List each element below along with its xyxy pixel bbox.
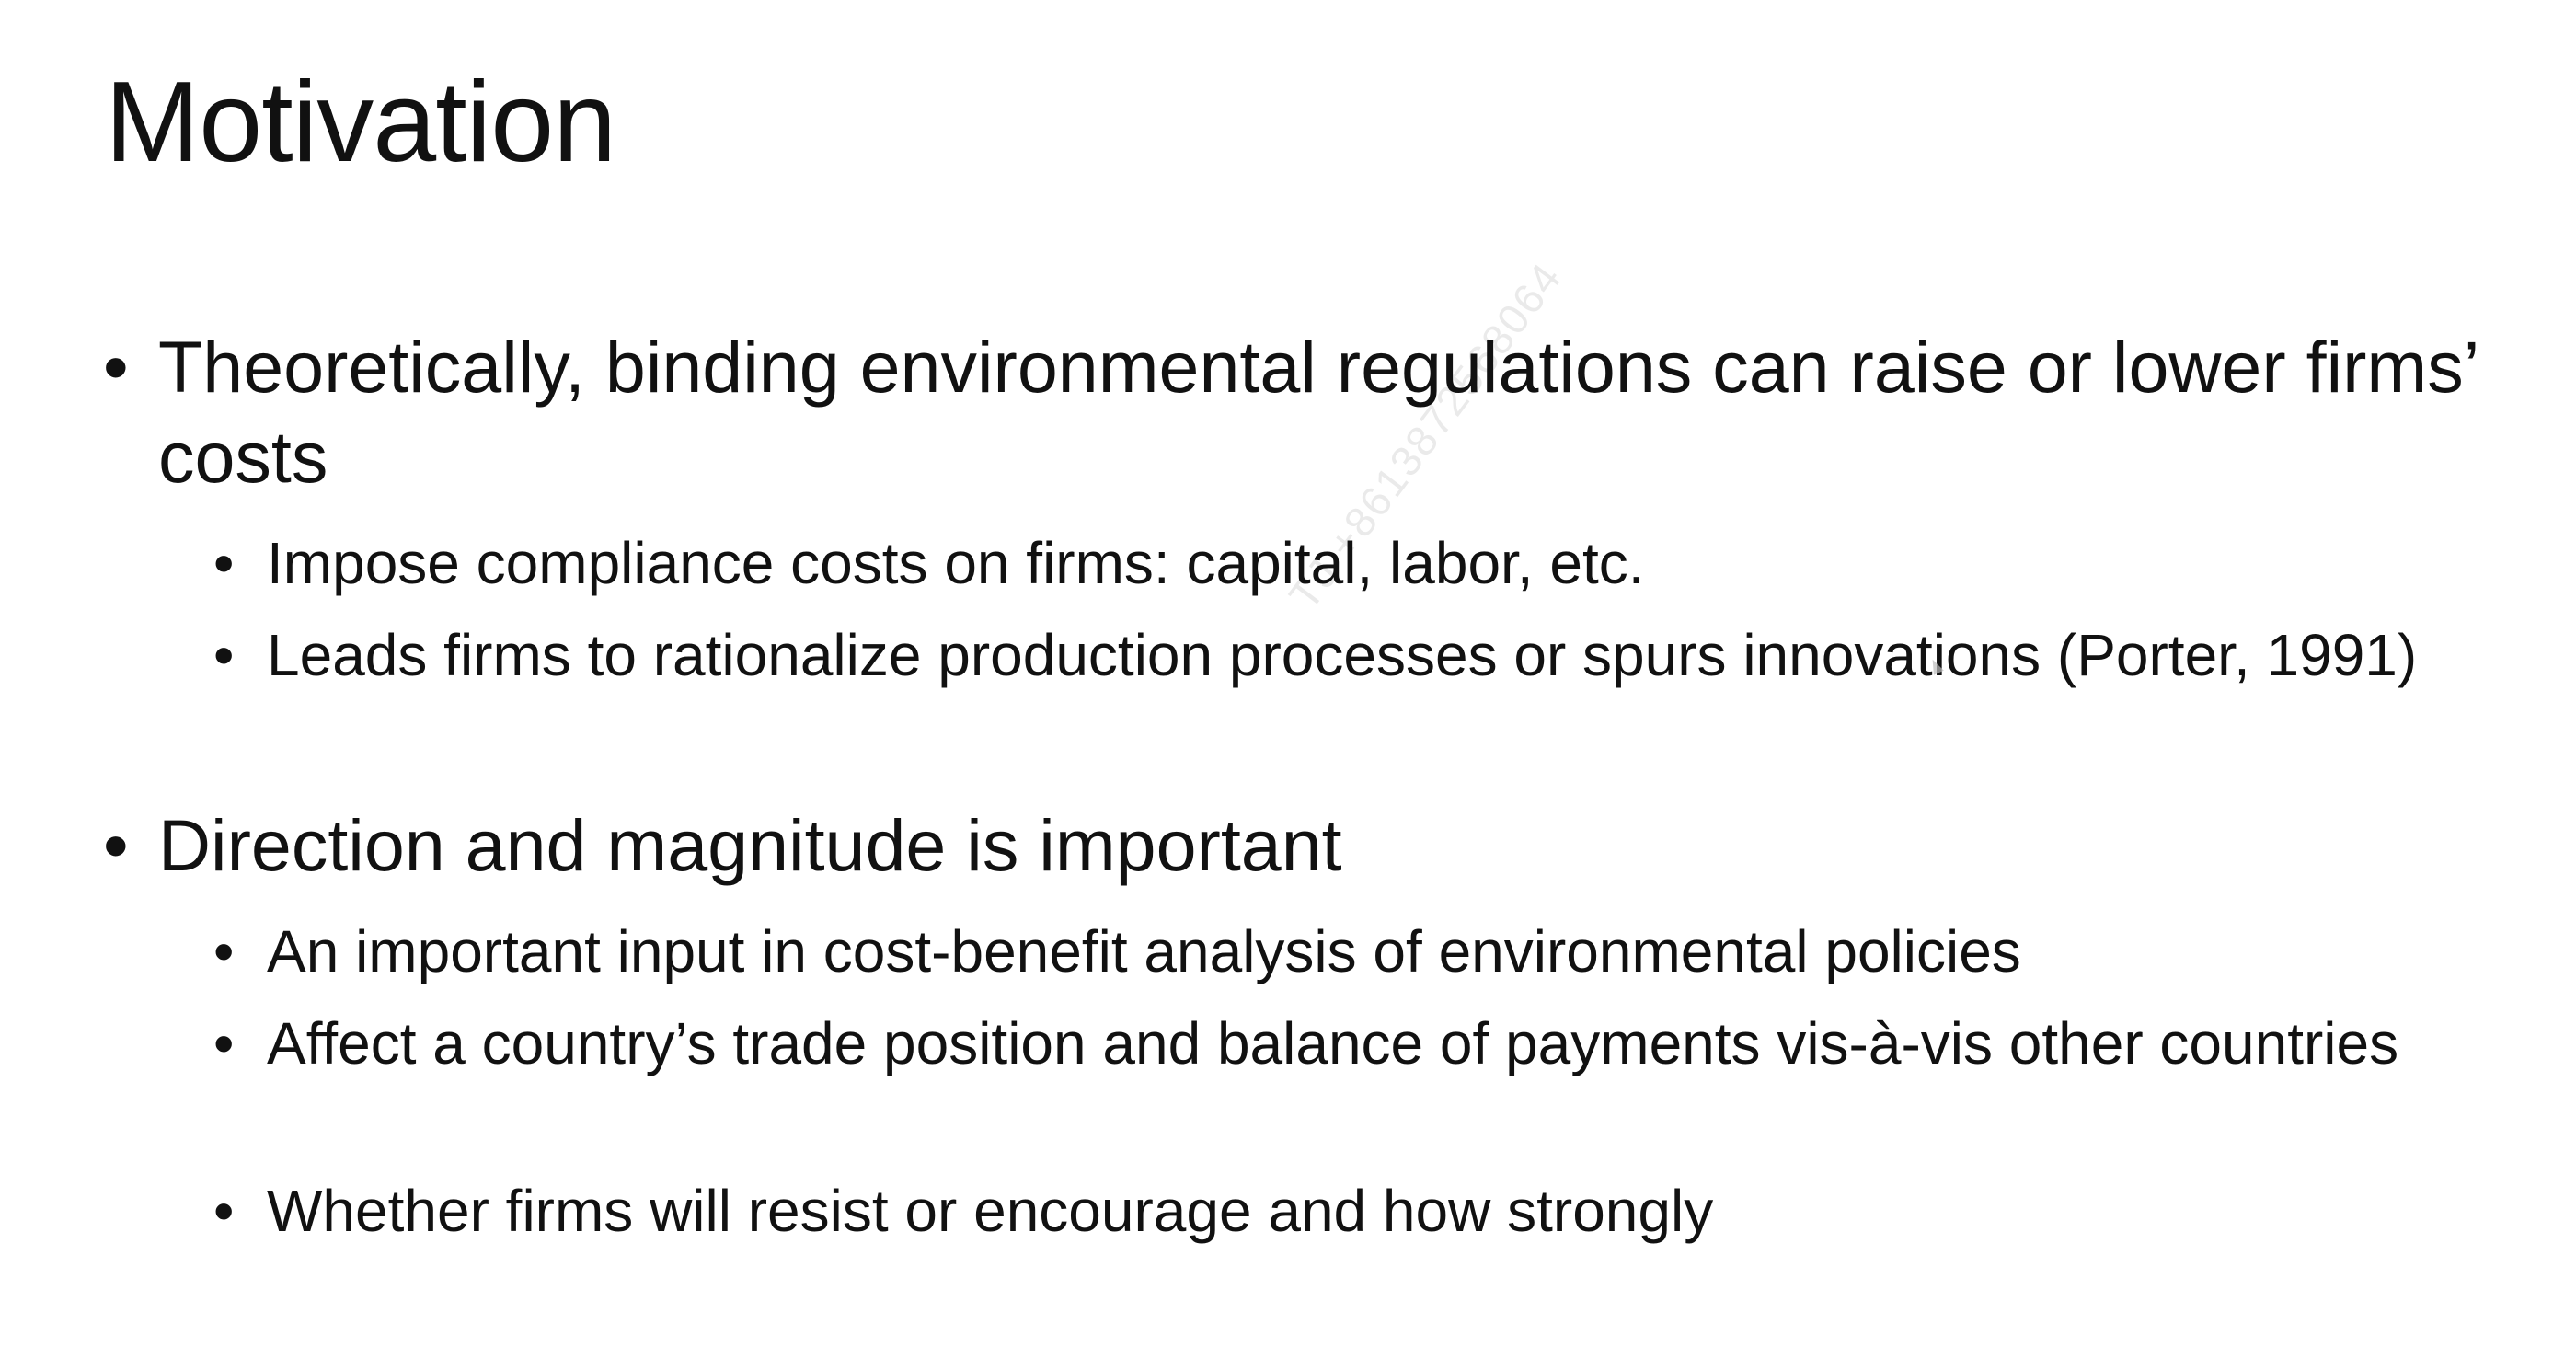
sub-bullet-point: • Impose compliance costs on firms: capi… (213, 524, 2512, 602)
sub-bullet-text: An important input in cost-benefit analy… (267, 918, 2021, 984)
bullet-icon: • (213, 1010, 235, 1076)
sub-bullet-point: • Leads firms to rationalize production … (213, 616, 2512, 694)
bullet-icon: • (103, 326, 129, 408)
bullet-icon: • (213, 622, 235, 688)
bullet-text: Direction and magnitude is important (158, 804, 1342, 886)
sub-bullet-text: Affect a country’s trade position and ba… (267, 1010, 2399, 1076)
bullet-point: • Theoretically, binding environmental r… (103, 322, 2513, 502)
bullet-icon: • (103, 804, 129, 886)
sub-bullet-point: • An important input in cost-benefit ana… (213, 913, 2512, 990)
sub-bullet-point: • Affect a country’s trade position and … (213, 1005, 2512, 1082)
bullet-icon: • (213, 1178, 235, 1244)
sub-bullet-text: Leads firms to rationalize production pr… (267, 622, 2418, 688)
sub-bullet-point: • Whether firms will resist or encourage… (213, 1172, 2512, 1249)
bullet-point: • Direction and magnitude is important (103, 800, 2513, 891)
bullet-icon: • (213, 918, 235, 984)
slide-title: Motivation (105, 59, 616, 186)
bullet-text: Theoretically, binding environmental reg… (158, 326, 2478, 498)
bullet-icon: • (213, 530, 235, 596)
sub-bullet-text: Impose compliance costs on firms: capita… (267, 530, 1645, 596)
sub-bullet-text: Whether firms will resist or encourage a… (267, 1178, 1714, 1244)
